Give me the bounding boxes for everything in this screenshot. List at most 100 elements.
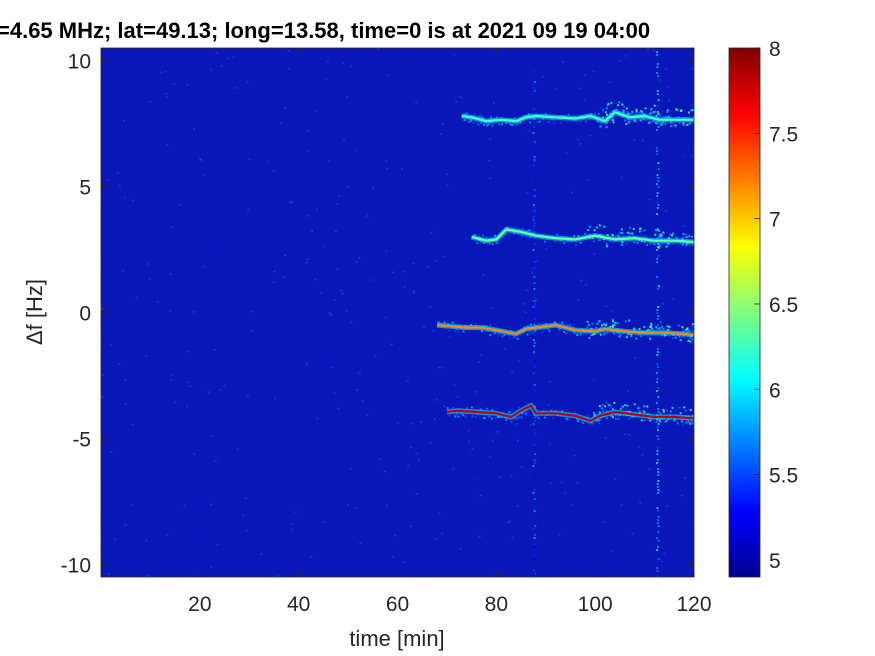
noise-pixel	[318, 398, 321, 401]
noise-pixel	[632, 466, 634, 468]
noise-pixel	[252, 103, 255, 106]
noise-pixel	[104, 70, 107, 72]
noise-pixel	[154, 58, 156, 61]
noise-pixel	[520, 439, 522, 442]
noise-pixel	[345, 309, 348, 312]
noise-pixel	[651, 443, 653, 445]
noise-pixel	[598, 295, 600, 297]
noise-pixel	[470, 523, 472, 525]
noise-pixel	[121, 339, 123, 342]
noise-pixel	[169, 310, 172, 312]
noise-pixel	[118, 363, 121, 365]
noise-pixel	[307, 84, 310, 86]
noise-pixel	[280, 192, 282, 195]
noise-pixel	[416, 540, 418, 542]
noise-pixel	[607, 130, 609, 132]
noise-pixel	[347, 504, 350, 506]
noise-pixel	[486, 362, 489, 364]
noise-pixel	[135, 248, 138, 251]
noise-pixel	[247, 209, 250, 211]
noise-pixel	[226, 57, 229, 60]
noise-pixel	[606, 263, 609, 266]
noise-pixel	[116, 291, 118, 293]
noise-pixel	[309, 70, 312, 73]
noise-pixel	[585, 176, 587, 178]
noise-pixel	[128, 486, 131, 489]
noise-pixel	[517, 439, 519, 442]
noise-pixel	[366, 59, 369, 62]
noise-pixel	[148, 278, 151, 280]
noise-pixel	[209, 571, 211, 573]
noise-pixel	[149, 462, 151, 465]
noise-pixel	[130, 233, 133, 235]
noise-pixel	[444, 559, 447, 562]
noise-pixel	[472, 419, 474, 422]
noise-pixel	[572, 170, 574, 172]
noise-pixel	[691, 154, 694, 157]
noise-pixel	[324, 403, 326, 405]
noise-pixel	[446, 155, 449, 157]
noise-pixel	[334, 152, 336, 155]
noise-pixel	[507, 521, 510, 523]
noise-pixel	[492, 102, 495, 104]
noise-pixel	[418, 410, 420, 412]
noise-pixel	[432, 383, 435, 385]
noise-pixel	[415, 452, 418, 455]
noise-pixel	[121, 270, 124, 272]
noise-pixel	[532, 317, 534, 319]
noise-pixel	[313, 548, 315, 550]
noise-pixel	[233, 158, 235, 160]
noise-pixel	[543, 150, 545, 152]
noise-pixel	[475, 469, 477, 472]
noise-pixel	[350, 321, 353, 324]
noise-pixel	[236, 448, 239, 451]
noise-pixel	[223, 174, 226, 176]
noise-pixel	[489, 177, 492, 179]
colorbar-tick-label: 7.5	[769, 123, 798, 146]
noise-pixel	[281, 217, 284, 219]
noise-pixel	[464, 391, 466, 393]
noise-pixel	[412, 291, 415, 294]
noise-pixel	[487, 273, 489, 275]
noise-pixel	[277, 468, 279, 470]
noise-pixel	[633, 139, 636, 141]
noise-pixel	[296, 445, 298, 448]
noise-pixel	[266, 373, 268, 375]
noise-pixel	[496, 165, 498, 167]
noise-pixel	[145, 240, 147, 242]
noise-pixel	[456, 396, 459, 398]
noise-pixel	[453, 384, 456, 386]
noise-pixel	[428, 227, 431, 229]
noise-pixel	[540, 173, 542, 175]
noise-pixel	[121, 521, 123, 523]
noise-pixel	[552, 425, 554, 427]
noise-pixel	[320, 106, 322, 109]
noise-pixel	[299, 137, 301, 140]
noise-pixel	[394, 348, 396, 350]
noise-pixel	[381, 390, 383, 393]
noise-pixel	[156, 301, 159, 303]
noise-pixel	[424, 487, 426, 490]
noise-pixel	[147, 575, 150, 577]
noise-pixel	[441, 62, 444, 64]
noise-pixel	[375, 488, 377, 490]
noise-pixel	[430, 91, 433, 93]
noise-pixel	[266, 160, 269, 163]
noise-pixel	[153, 200, 155, 202]
noise-pixel	[583, 510, 586, 512]
noise-pixel	[208, 237, 210, 239]
noise-pixel	[468, 111, 470, 113]
noise-pixel	[328, 312, 331, 314]
noise-pixel	[231, 557, 233, 560]
noise-pixel	[401, 550, 404, 552]
noise-pixel	[283, 276, 286, 278]
noise-pixel	[129, 507, 132, 510]
noise-pixel	[148, 406, 150, 409]
noise-pixel	[173, 155, 175, 157]
noise-pixel	[411, 422, 414, 425]
noise-pixel	[285, 569, 288, 571]
noise-pixel	[455, 438, 457, 440]
noise-pixel	[683, 96, 686, 99]
noise-pixel	[148, 308, 151, 310]
noise-pixel	[491, 503, 493, 505]
